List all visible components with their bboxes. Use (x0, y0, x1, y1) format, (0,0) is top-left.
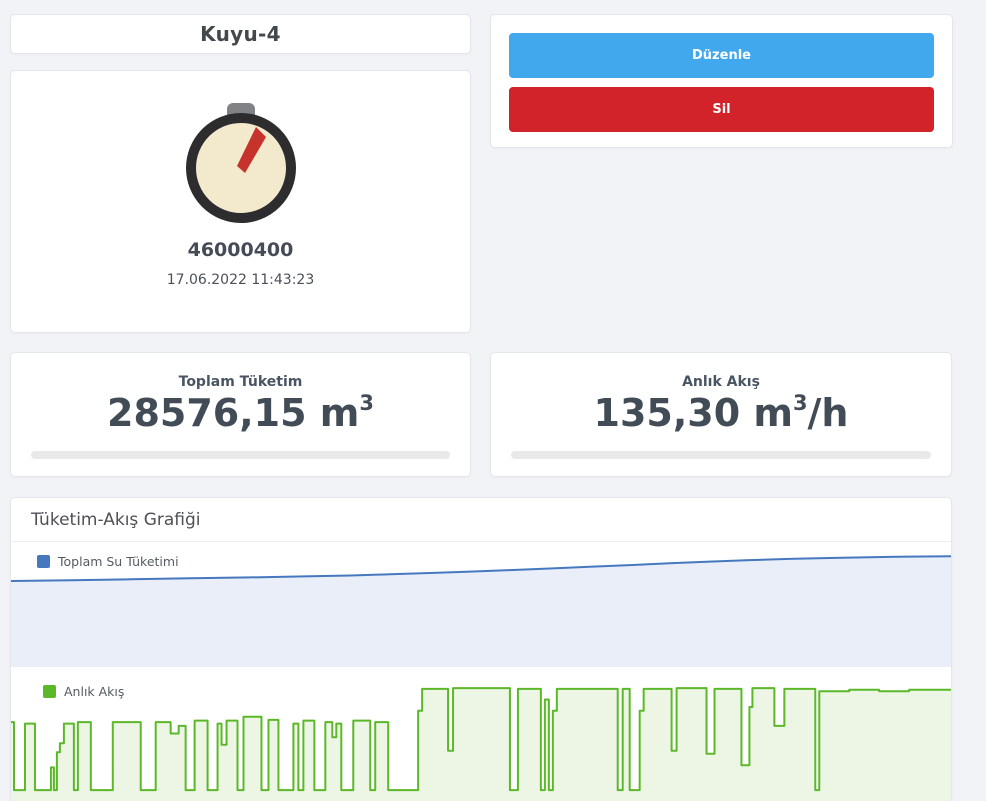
total-consumption-area-chart (11, 542, 951, 667)
stat-underline-bar (31, 451, 450, 459)
legend-swatch-blue-icon (37, 555, 50, 568)
stat-value-total-consumption: 28576,15 m3 (107, 391, 374, 435)
well-title-card: Kuyu-4 (10, 14, 471, 54)
consumption-flow-chart-card: Tüketim-Akış Grafiği Toplam Su Tüketimi … (10, 497, 952, 801)
actions-card: Düzenle Sil (490, 14, 953, 148)
legend-label: Toplam Su Tüketimi (58, 554, 179, 569)
total-consumption-card: Toplam Tüketim 28576,15 m3 (10, 352, 471, 477)
page-title: Kuyu-4 (200, 22, 281, 46)
edit-button[interactable]: Düzenle (509, 33, 934, 78)
stat-label-total-consumption: Toplam Tüketim (178, 374, 303, 390)
stopwatch-gauge-icon (185, 103, 296, 223)
legend-label: Anlık Akış (64, 684, 125, 699)
legend-instant-flow[interactable]: Anlık Akış (43, 684, 124, 699)
instant-flow-step-chart (11, 667, 951, 801)
stat-unit-suffix: /h (807, 391, 849, 435)
legend-total-consumption[interactable]: Toplam Su Tüketimi (37, 554, 179, 569)
legend-swatch-green-icon (43, 685, 56, 698)
stat-unit: m (753, 391, 793, 435)
instant-flow-plot-clip (11, 667, 951, 801)
stat-underline-bar (511, 451, 931, 459)
meter-serial-number: 46000400 (187, 239, 294, 261)
stat-number: 28576,15 (107, 391, 307, 435)
chart-card-title: Tüketim-Akış Grafiği (11, 498, 951, 542)
delete-button[interactable]: Sil (509, 87, 934, 132)
instant-flow-chart: Anlık Akış (11, 667, 951, 801)
meter-last-reading-timestamp: 17.06.2022 11:43:23 (166, 272, 315, 288)
stat-unit-exponent: 3 (793, 391, 808, 416)
stat-unit-exponent: 3 (359, 391, 374, 416)
stat-unit: m (319, 391, 360, 435)
stat-label-instant-flow: Anlık Akış (682, 374, 760, 390)
stat-value-instant-flow: 135,30 m3/h (593, 391, 849, 435)
meter-card: 46000400 17.06.2022 11:43:23 (10, 70, 471, 333)
stat-number: 135,30 (593, 391, 741, 435)
instant-flow-card: Anlık Akış 135,30 m3/h (490, 352, 952, 477)
total-consumption-chart: Toplam Su Tüketimi (11, 542, 951, 667)
